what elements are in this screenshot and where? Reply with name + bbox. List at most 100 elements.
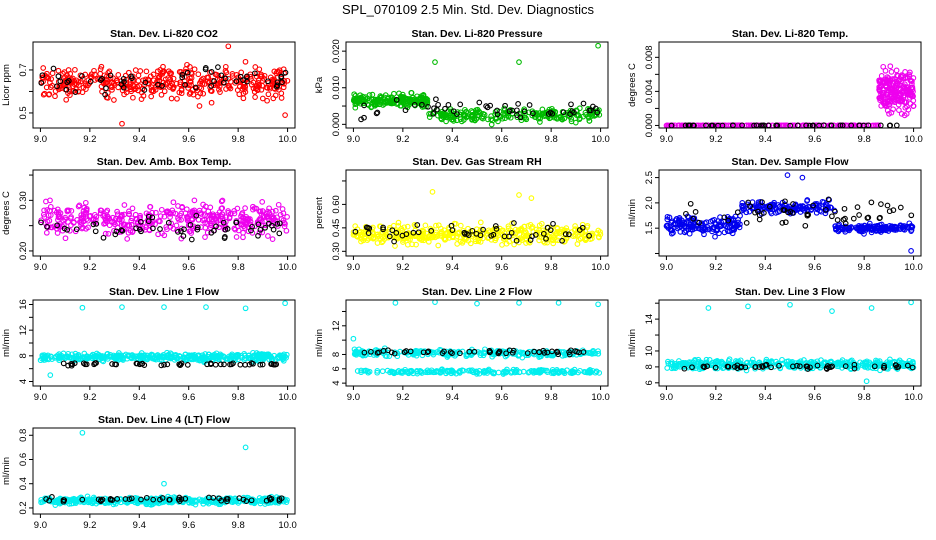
overlay-point — [832, 208, 838, 215]
data-point — [419, 99, 425, 106]
data-point — [284, 214, 290, 220]
overlay-point — [391, 350, 398, 357]
data-point — [48, 224, 54, 231]
data-point — [569, 370, 575, 377]
data-point — [481, 350, 487, 357]
data-point — [179, 204, 186, 210]
overlay-point — [257, 226, 264, 233]
data-point — [85, 82, 91, 89]
data-point — [448, 368, 455, 375]
data-point — [265, 91, 272, 98]
overlay-point — [122, 496, 129, 502]
data-point — [876, 87, 883, 93]
data-point — [453, 235, 460, 241]
overlay-point — [268, 361, 274, 367]
data-point — [515, 352, 522, 359]
overlay-point — [510, 347, 517, 354]
overlay-point — [157, 226, 163, 232]
x-tick-label: 10.0 — [278, 134, 297, 145]
panel-4: Stan. Dev. Amb. Box Temp.degrees C9.0 9.2… — [1, 156, 297, 273]
data-point — [372, 98, 378, 105]
overlay-point — [768, 364, 774, 371]
data-points — [350, 42, 603, 128]
x-tick-label: 9.2 — [709, 392, 722, 403]
data-point — [142, 76, 149, 83]
data-point — [40, 91, 47, 98]
data-point — [168, 70, 174, 76]
data-point — [351, 91, 358, 98]
overlay-point — [109, 361, 115, 367]
panel-title: Stan. Dev. Amb. Box Temp. — [97, 156, 232, 168]
data-point — [258, 86, 265, 93]
overlay-point — [527, 237, 534, 243]
x-tick-label: 9.0 — [34, 134, 47, 145]
outlier-point — [432, 59, 438, 65]
data-point — [743, 367, 750, 374]
data-point — [190, 91, 197, 98]
data-point — [572, 233, 578, 239]
x-tick-label: 9.4 — [759, 392, 772, 403]
data-point — [561, 349, 567, 355]
data-point — [413, 241, 419, 248]
overlay-point — [262, 224, 268, 231]
data-point — [83, 209, 89, 216]
data-point — [242, 205, 248, 211]
data-point — [358, 235, 365, 242]
overlay-point — [202, 66, 209, 73]
overlay-point — [119, 227, 126, 234]
data-point — [72, 497, 78, 504]
data-point — [161, 213, 168, 220]
outlier-point — [282, 112, 288, 118]
data-point — [47, 79, 53, 86]
overlay-point — [515, 101, 521, 107]
overlay-point — [237, 73, 244, 80]
data-point — [109, 84, 115, 91]
data-point — [195, 352, 202, 359]
overlay-point — [508, 229, 515, 236]
data-point — [79, 225, 85, 232]
data-point — [837, 360, 843, 367]
y-axis-label: Licor ppm — [1, 64, 12, 106]
overlay-point — [469, 227, 476, 234]
overlay-point — [218, 497, 225, 504]
overlay-point — [445, 102, 452, 108]
y-tick-label: 0.020 — [331, 39, 342, 63]
data-point — [257, 351, 264, 358]
plot-frame — [345, 41, 609, 129]
data-point — [426, 114, 433, 120]
data-point — [821, 359, 828, 366]
overlay-point — [568, 101, 574, 108]
data-point — [43, 229, 50, 236]
overlay-point — [270, 361, 277, 368]
data-point — [242, 86, 248, 92]
outlier-point — [595, 301, 601, 308]
data-point — [902, 69, 908, 75]
x-tick-label: 9.2 — [83, 134, 96, 145]
data-point — [377, 93, 384, 99]
x-tick-label: 10.0 — [904, 392, 923, 403]
data-point — [105, 230, 112, 237]
x-tick-label: 9.8 — [545, 392, 558, 403]
data-point — [423, 95, 430, 102]
overlay-point — [38, 219, 44, 226]
data-point — [505, 113, 512, 120]
data-point — [557, 230, 563, 237]
data-point — [139, 225, 146, 232]
outlier-point — [350, 335, 357, 342]
overlay-point — [244, 73, 250, 80]
data-point — [218, 198, 225, 205]
overlay-point — [814, 362, 821, 369]
outlier-point — [516, 192, 522, 198]
y-tick-label: 0.000 — [644, 114, 655, 138]
y-tick-label: 0.20 — [18, 242, 29, 261]
data-point — [150, 88, 157, 95]
data-point — [350, 97, 357, 104]
data-point — [744, 359, 751, 366]
data-point — [877, 83, 884, 90]
data-point — [144, 354, 150, 361]
data-point — [111, 97, 117, 103]
data-point — [668, 219, 675, 226]
data-point — [41, 207, 47, 214]
data-point — [473, 368, 480, 375]
